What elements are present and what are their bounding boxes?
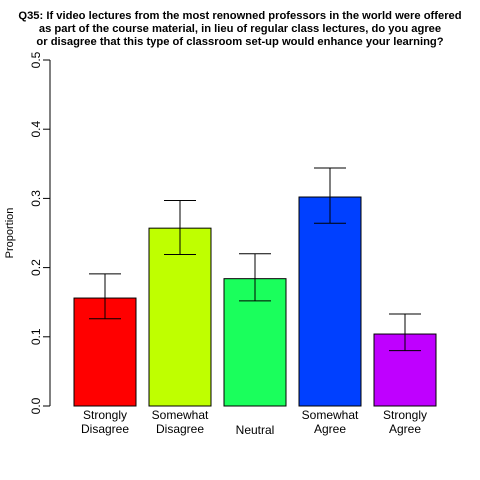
y-tick-label: 0.2 <box>29 259 43 276</box>
y-tick-label: 0.1 <box>29 328 43 345</box>
x-tick-label-line: Somewhat <box>302 408 359 422</box>
error-bars <box>89 167 421 352</box>
y-tick-label: 0.4 <box>29 121 43 138</box>
bar <box>298 196 362 407</box>
x-tick-label-line: Disagree <box>156 422 204 436</box>
x-tick-label-line: Agree <box>314 422 346 436</box>
x-tick-label-line: Agree <box>389 422 421 436</box>
chart-title-line: or disagree that this type of classroom … <box>36 36 443 48</box>
chart-title: Q35: If video lectures from the most ren… <box>18 10 461 48</box>
x-tick-label-line: Somewhat <box>152 408 209 422</box>
bar <box>148 227 212 407</box>
x-tick-label-line: Strongly <box>383 408 427 422</box>
x-tick-label: Strongly Agree <box>383 408 427 436</box>
y-axis: 0.0 0.1 0.2 0.3 0.4 0.5 <box>29 51 51 414</box>
y-axis-label: Proportion <box>4 208 16 259</box>
y-tick-label: 0.3 <box>29 190 43 207</box>
bars <box>73 196 437 407</box>
x-tick-label-line: Strongly <box>83 408 127 422</box>
x-tick-label: Strongly Disagree <box>81 408 129 436</box>
y-tick-label: 0.0 <box>29 397 43 414</box>
x-tick-label: Somewhat Agree <box>302 408 359 436</box>
chart-title-line: Q35: If video lectures from the most ren… <box>18 10 461 22</box>
x-tick-label-line: Neutral <box>236 423 275 437</box>
x-tick-label-line: Disagree <box>81 422 129 436</box>
x-tick-label: Somewhat Disagree <box>152 408 209 436</box>
x-tick-label: Neutral <box>236 423 275 437</box>
y-tick-label: 0.5 <box>29 51 43 68</box>
chart-title-line: as part of the course material, in lieu … <box>39 23 441 35</box>
